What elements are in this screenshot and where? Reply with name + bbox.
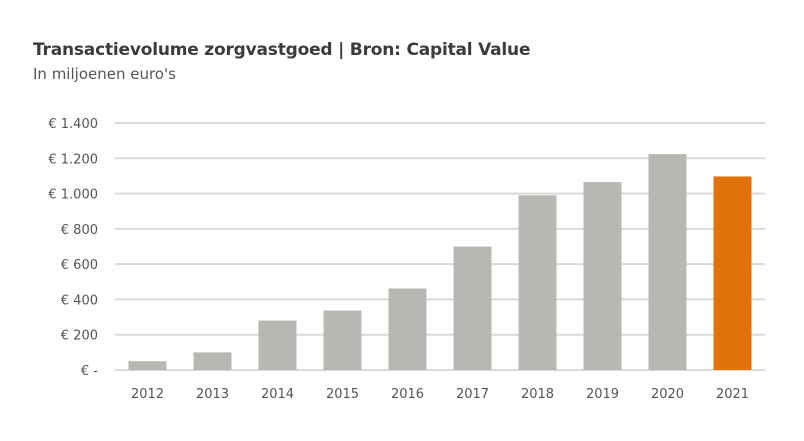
chart-subtitle: In miljoenen euro's [33, 65, 176, 83]
y-tick-label: € 1.000 [48, 188, 98, 203]
y-tick-label: € 1.400 [48, 117, 98, 132]
bar-2021 [713, 176, 752, 370]
x-tick-label: 2016 [391, 387, 424, 402]
x-tick-label: 2013 [196, 387, 229, 402]
bar-2013 [193, 352, 232, 370]
y-tick-label: € 1.200 [48, 152, 98, 167]
y-tick-label: € 200 [61, 329, 98, 344]
x-tick-label: 2015 [326, 387, 359, 402]
bar-2016 [388, 288, 427, 370]
y-tick-label: € - [81, 364, 98, 379]
bar-2017 [453, 246, 492, 370]
y-tick-label: € 800 [61, 223, 98, 238]
x-tick-label: 2017 [456, 387, 489, 402]
y-tick-label: € 600 [61, 258, 98, 273]
bar-2020 [648, 154, 687, 370]
x-tick-label: 2014 [261, 387, 294, 402]
bar-2019 [583, 182, 622, 370]
x-tick-label: 2020 [651, 387, 684, 402]
bar-2014 [258, 320, 297, 370]
y-tick-label: € 400 [61, 293, 98, 308]
bar-2015 [323, 310, 362, 370]
x-tick-label: 2021 [716, 387, 749, 402]
bar-2018 [518, 195, 557, 370]
bar-2012 [128, 361, 167, 370]
chart-title: Transactievolume zorgvastgoed | Bron: Ca… [33, 40, 531, 60]
x-tick-label: 2018 [521, 387, 554, 402]
x-tick-label: 2012 [131, 387, 164, 402]
x-tick-label: 2019 [586, 387, 619, 402]
